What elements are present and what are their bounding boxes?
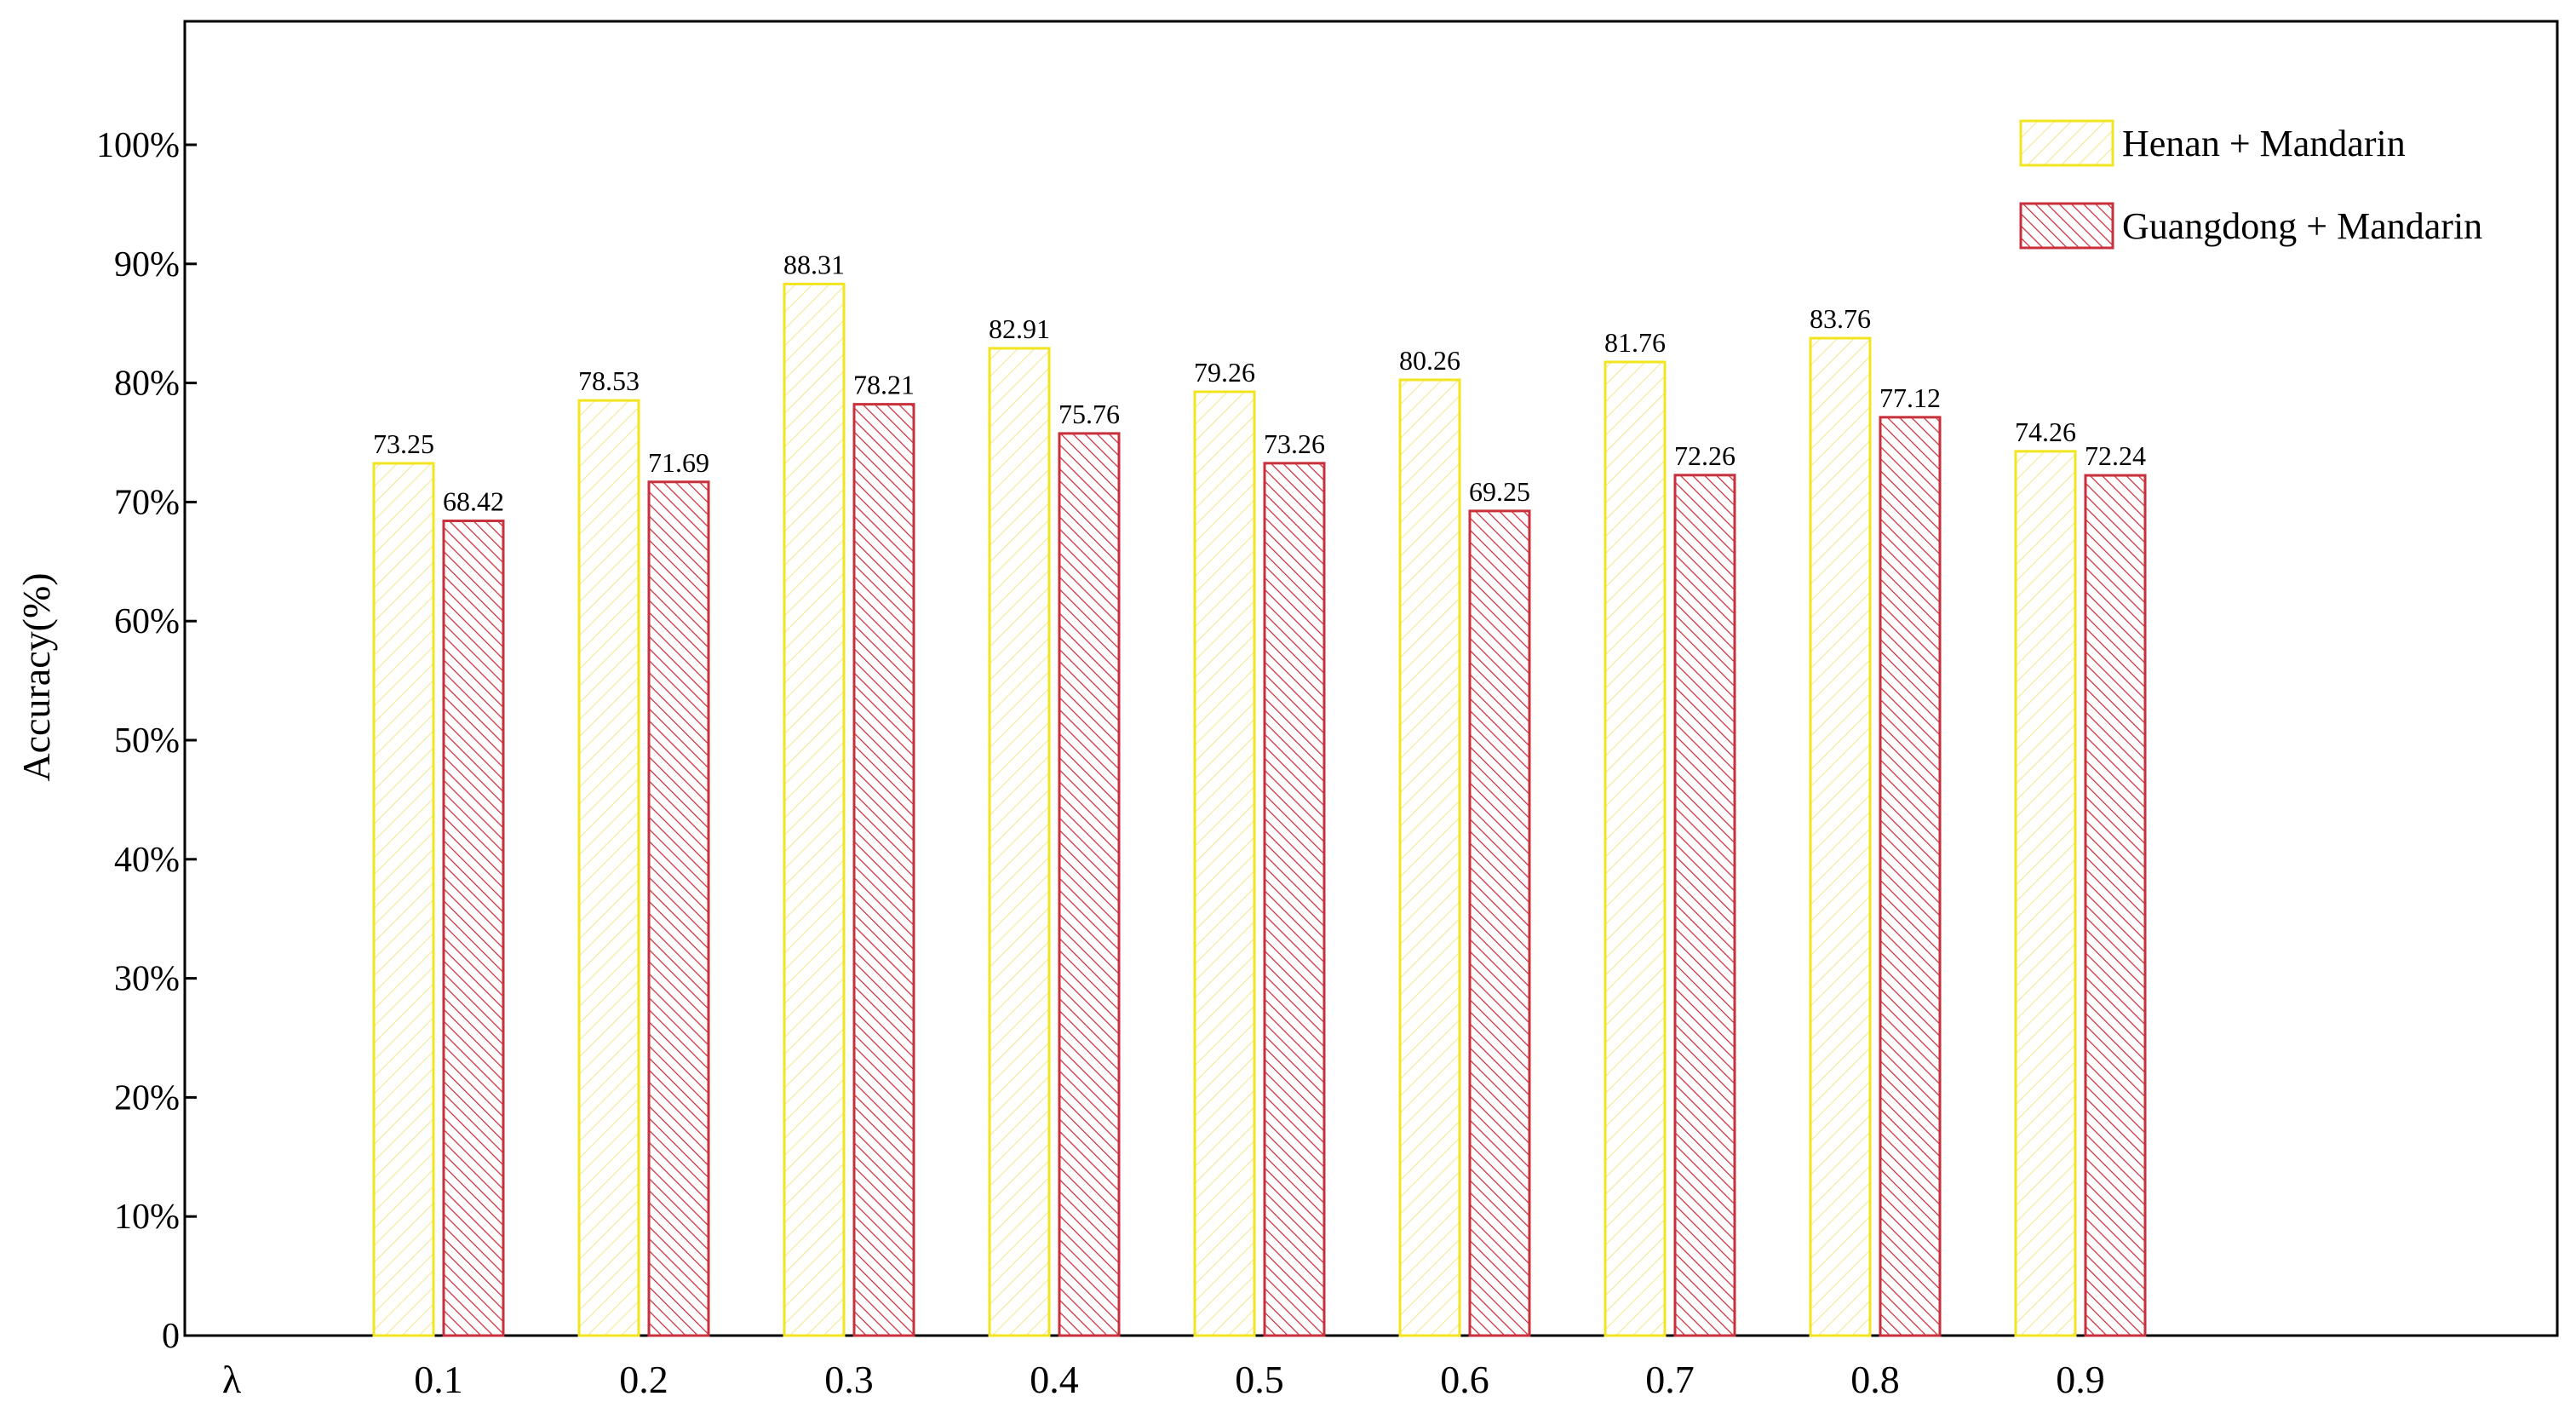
y-tick-label: 100% [96,126,180,165]
bar-guangdong [1058,432,1121,1337]
bar-guangdong [852,403,915,1337]
x-tick-label: 0.9 [2056,1358,2105,1401]
bar-guangdong [1879,416,1942,1337]
bar-henan [1398,378,1461,1337]
bar-value-label: 78.21 [853,370,915,400]
legend-label-henan: Henan + Mandarin [2122,123,2406,164]
bar-guangdong [1468,509,1531,1337]
bar-henan [1604,360,1667,1337]
bar-value-label: 80.26 [1399,345,1460,376]
y-tick-label: 10% [114,1198,180,1237]
bar-henan [372,462,435,1337]
bar-henan [577,399,640,1337]
x-tick-label: 0.6 [1440,1358,1489,1401]
value-labels: 73.25 78.53 88.31 82.91 79.26 80.26 81.76 83.76… [373,249,2146,516]
y-tick-label: 90% [114,245,180,284]
y-tick-label: 40% [114,841,180,880]
bar-value-label: 81.76 [1604,327,1666,358]
bar-henan [988,347,1051,1337]
bar-guangdong [1673,474,1736,1337]
y-tick-label: 60% [114,602,180,641]
bar-value-label: 77.12 [1879,382,1941,413]
x-tick-label: 0.8 [1850,1358,1900,1401]
bar-value-label: 82.91 [989,313,1050,344]
x-tick-label: 0.3 [824,1358,874,1401]
x-tick-label: 0.5 [1235,1358,1284,1401]
legend-label-guangdong: Guangdong + Mandarin [2122,205,2482,247]
bar-value-label: 79.26 [1194,357,1255,388]
legend: Henan + Mandarin Guangdong + Mandarin [2019,119,2482,250]
y-tick-label: 20% [114,1078,180,1118]
bar-value-label: 83.76 [1810,303,1871,334]
bar-value-label: 72.26 [1674,440,1736,471]
bar-value-label: 68.42 [443,486,504,516]
x-tick-label: 0.4 [1030,1358,1079,1401]
legend-swatch-henan [2019,119,2114,167]
y-axis: 0 10% 20% 30% 40% 50% 60% 70% 80% 90% 100% [96,126,197,1356]
bar-value-label: 78.53 [578,365,640,396]
bars [372,282,2147,1337]
y-axis-title: Accuracy(%) [14,572,58,781]
x-tick-label: 0.2 [619,1358,668,1401]
x-tick-label: 0.1 [414,1358,463,1401]
bar-henan [1193,390,1256,1337]
bar-value-label: 73.25 [373,428,434,459]
y-tick-label: 70% [114,483,180,522]
bar-value-label: 75.76 [1059,399,1120,429]
x-axis: 0.1 0.2 0.3 0.4 0.5 0.6 0.7 0.8 0.9 [414,1358,2105,1401]
bar-henan [1809,336,1872,1337]
bar-value-label: 88.31 [783,249,845,279]
y-tick-label: 30% [114,960,180,999]
bar-henan [783,282,846,1337]
y-tick-label: 80% [114,365,180,404]
legend-swatch-guangdong [2019,202,2114,250]
bar-value-label: 69.25 [1469,476,1530,507]
bar-guangdong [442,519,505,1337]
bar-value-label: 74.26 [2015,417,2076,447]
bar-guangdong [647,480,710,1337]
bar-value-label: 71.69 [648,447,709,478]
bar-guangdong [2084,474,2147,1337]
x-tick-label: 0.7 [1645,1358,1695,1401]
x-axis-symbol: λ [222,1358,242,1401]
plot-frame [183,20,2559,1337]
y-tick-label: 0 [162,1317,180,1356]
bar-value-label: 72.24 [2085,440,2146,471]
bar-value-label: 73.26 [1264,428,1325,459]
y-tick-label: 50% [114,721,180,761]
bar-henan [2014,450,2077,1337]
bar-guangdong [1263,462,1326,1337]
